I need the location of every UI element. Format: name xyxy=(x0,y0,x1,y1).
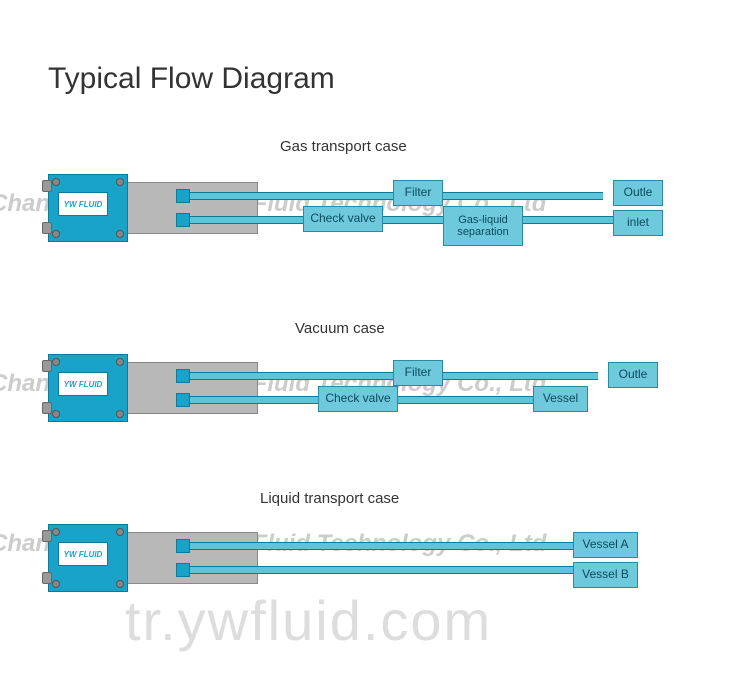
screw-icon xyxy=(52,358,60,366)
pipe xyxy=(178,192,603,200)
screw-icon xyxy=(116,230,124,238)
flow-node: Vessel xyxy=(533,386,588,412)
cap-icon xyxy=(42,530,52,542)
case-title: Liquid transport case xyxy=(260,490,399,507)
screw-icon xyxy=(52,230,60,238)
flow-node: Filter xyxy=(393,360,443,386)
flow-diagram: YW FLUID Filter Outle Check valve Gas-liquid… xyxy=(48,170,668,260)
screw-icon xyxy=(116,358,124,366)
pipe-connector xyxy=(176,539,190,553)
pump-logo: YW FLUID xyxy=(58,192,108,216)
flow-node: Vessel B xyxy=(573,562,638,588)
flow-node: Outle xyxy=(613,180,663,206)
flow-node: Check valve xyxy=(318,386,398,412)
case-title: Vacuum case xyxy=(295,320,385,337)
pipe-connector xyxy=(176,369,190,383)
pump-logo: YW FLUID xyxy=(58,372,108,396)
screw-icon xyxy=(116,580,124,588)
page-title: Typical Flow Diagram xyxy=(48,62,335,96)
pipe xyxy=(178,566,573,574)
pipe xyxy=(178,216,638,224)
screw-icon xyxy=(52,528,60,536)
cap-icon xyxy=(42,572,52,584)
flow-node: Outle xyxy=(608,362,658,388)
screw-icon xyxy=(116,410,124,418)
pipe xyxy=(178,542,573,550)
pipe-connector xyxy=(176,189,190,203)
pipe-connector xyxy=(176,563,190,577)
flow-node: inlet xyxy=(613,210,663,236)
screw-icon xyxy=(116,178,124,186)
flow-node: Gas-liquid separation xyxy=(443,206,523,246)
pipe-connector xyxy=(176,393,190,407)
screw-icon xyxy=(52,580,60,588)
screw-icon xyxy=(52,410,60,418)
flow-node: Vessel A xyxy=(573,532,638,558)
flow-diagram: YW FLUID Filter Outle Check valve Vessel xyxy=(48,350,668,440)
cap-icon xyxy=(42,180,52,192)
pump-logo: YW FLUID xyxy=(58,542,108,566)
flow-node: Filter xyxy=(393,180,443,206)
screw-icon xyxy=(52,178,60,186)
pipe-connector xyxy=(176,213,190,227)
case-title: Gas transport case xyxy=(280,138,407,155)
flow-diagram: YW FLUID Vessel A Vessel B xyxy=(48,520,668,610)
flow-node: Check valve xyxy=(303,206,383,232)
cap-icon xyxy=(42,360,52,372)
pipe xyxy=(178,372,598,380)
screw-icon xyxy=(116,528,124,536)
cap-icon xyxy=(42,402,52,414)
cap-icon xyxy=(42,222,52,234)
